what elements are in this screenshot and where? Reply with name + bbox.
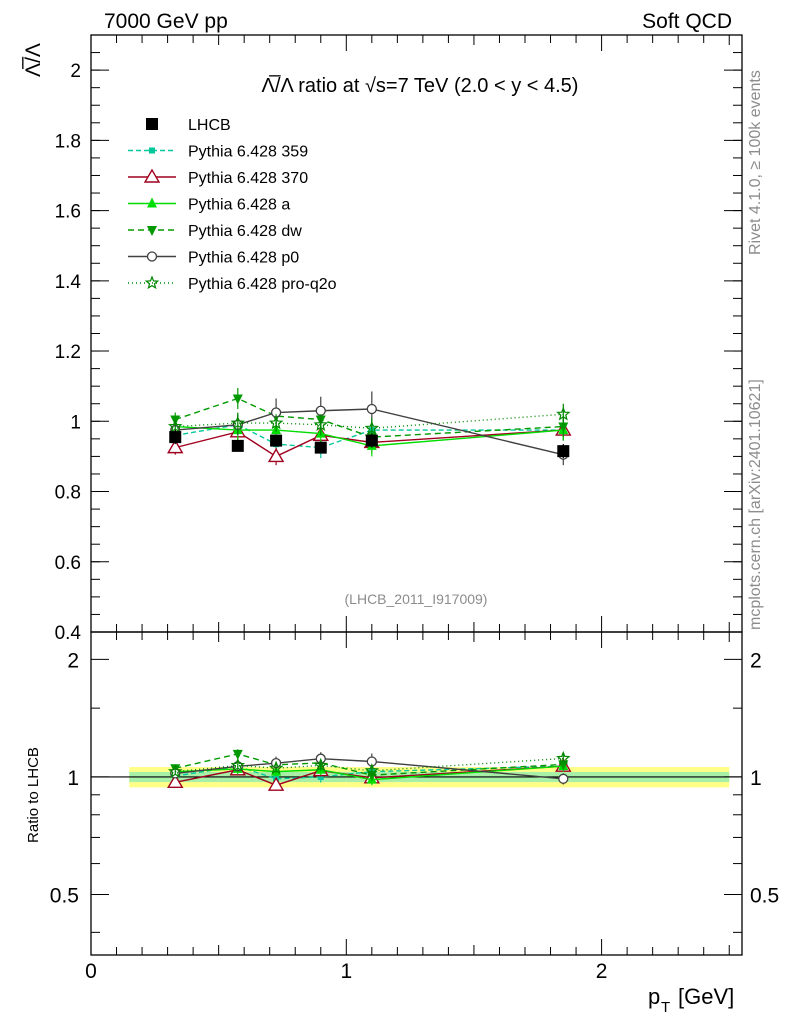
legend-label-pythia-6-428-p0: Pythia 6.428 p0 (188, 250, 299, 267)
legend-marker-pythia-6-428-pro-q2o (144, 275, 160, 290)
point-pythia-6-428-dw (232, 394, 243, 405)
ratio-y-tick-label-right: 2 (750, 649, 762, 672)
ratio-y-tick-label: 2 (67, 649, 79, 672)
point-pythia-6-428-pro-q2o (268, 415, 284, 430)
point-lhcb (270, 434, 283, 447)
legend-marker-pythia-6-428-dw (147, 226, 157, 236)
ratio-point-pythia-6-428-pro-q2o (364, 763, 380, 777)
main-series-group (167, 387, 572, 466)
ratio-line-pythia-6-428-370 (175, 765, 564, 786)
ratio-frame (90, 631, 743, 956)
point-pythia-6-428-pro-q2o (230, 415, 246, 430)
point-lhcb (314, 441, 327, 454)
ratio-point-pythia-6-428-pro-q2o (556, 750, 571, 765)
x-tick-label: 0 (85, 960, 97, 983)
point-lhcb (169, 431, 182, 444)
legend-label-lhcb: LHCB (188, 117, 231, 134)
x-axis-label-unit: [GeV] (678, 984, 734, 1009)
legend-label-pythia-6-428-a: Pythia 6.428 a (188, 197, 290, 214)
series-line-pythia-6-428-pro-q2o (175, 413, 564, 430)
point-pythia-6-428-370 (267, 448, 285, 463)
ratio-y-tick-label-right: 1 (750, 767, 762, 790)
y-axis-label: Λ̅/Λ (22, 43, 45, 77)
point-lhcb (365, 434, 378, 447)
ratio-point-pythia-6-428-pro-q2o (268, 760, 284, 775)
y-tick-label: 1 (70, 412, 81, 433)
ratio-series-group (167, 749, 572, 791)
point-pythia-6-428-370 (167, 439, 184, 454)
x-tick-label: 1 (340, 960, 352, 983)
series-line-pythia-6-428-370 (175, 429, 564, 458)
analysis-id: (LHCB_2011_I917009) (345, 591, 488, 607)
legend-label-pythia-6-428-dw: Pythia 6.428 dw (188, 223, 302, 240)
mcplots-label: mcplots.cern.ch [arXiv:2401.10621] (747, 379, 764, 630)
legend-marker-pythia-6-428-359 (149, 147, 155, 154)
point-pythia-6-428-p0 (315, 405, 326, 416)
point-pythia-6-428-pro-q2o (313, 417, 329, 431)
ratio-y-tick-label: 0.5 (50, 885, 79, 908)
x-axis-title: p T [GeV] (648, 984, 734, 1016)
point-pythia-6-428-p0 (366, 403, 377, 415)
point-pythia-6-428-pro-q2o (167, 418, 183, 433)
ratio-point-pythia-6-428-pro-q2o (167, 764, 183, 778)
header-left-label: 7000 GeV pp (104, 10, 228, 33)
y-tick-label: 0.8 (55, 483, 81, 504)
ratio-line-pythia-6-428-pro-q2o (175, 757, 564, 773)
ratio-y-tick-label: 1 (67, 767, 79, 790)
legend-label-pythia-6-428-pro-q2o: Pythia 6.428 pro-q2o (188, 276, 337, 293)
point-lhcb (557, 445, 570, 458)
ratio-point-pythia-6-428-359 (317, 773, 324, 780)
ratio-line-pythia-6-428-a (175, 765, 564, 781)
legend-marker-lhcb (146, 118, 158, 130)
point-lhcb (231, 439, 244, 452)
ratio-panel: Ratio to LHCB 0.5 0.5 1 1 2 2 0 1 2 (25, 631, 779, 983)
x-axis-label-sub: T (661, 999, 670, 1016)
legend-marker-pythia-6-428-p0 (146, 251, 158, 262)
legend-marker-pythia-6-428-a (147, 197, 157, 208)
ratio-point-pythia-6-428-p0 (558, 773, 569, 784)
ratio-point-pythia-6-428-pro-q2o (230, 757, 246, 772)
ratio-point-pythia-6-428-dw (232, 749, 243, 760)
legend: LHCB Pythia 6.428 359 Pythia 6.428 370 Pyth… (128, 117, 337, 293)
ratio-line-pythia-6-428-p0 (175, 757, 564, 780)
legend-label-pythia-6-428-370: Pythia 6.428 370 (188, 170, 308, 187)
point-pythia-6-428-pro-q2o (364, 420, 380, 435)
header-right-label: Soft QCD (642, 10, 732, 33)
rivet-label: Rivet 4.1.0, ≥ 100k events (747, 70, 764, 255)
ratio-axis-ticks: 0.5 0.5 1 1 2 2 0 1 2 (50, 632, 779, 983)
series-line-pythia-6-428-a (175, 425, 564, 447)
y-tick-label: 1.2 (55, 342, 81, 363)
ratio-point-pythia-6-428-370 (267, 776, 285, 791)
y-tick-label: 0.4 (55, 623, 82, 644)
point-pythia-6-428-pro-q2o (556, 406, 571, 421)
legend-label-pythia-6-428-359: Pythia 6.428 359 (188, 144, 308, 161)
point-pythia-6-428-dw (558, 422, 569, 433)
x-axis-label-p: p (648, 984, 660, 1009)
y-tick-label: 1.8 (55, 131, 81, 152)
main-axis-ticks: 0.4 0.6 0.8 1 1.2 1.4 1.6 1.8 2 (55, 34, 742, 644)
ratio-y-tick-label-right: 0.5 (750, 885, 779, 908)
legend-marker-pythia-6-428-370 (143, 168, 161, 183)
ratio-line-pythia-6-428-dw (175, 753, 564, 776)
x-tick-label: 2 (596, 960, 608, 983)
y-tick-label: 1.6 (55, 202, 81, 223)
y-tick-label: 2 (70, 61, 81, 82)
plot-title: Λ̅/Λ ratio at √s=7 TeV (2.0 < y < 4.5) (262, 74, 579, 97)
ratio-y-axis-label: Ratio to LHCB (25, 747, 42, 843)
y-tick-label: 0.6 (55, 553, 81, 574)
main-panel: Λ̅/Λ ratio at √s=7 TeV (2.0 < y < 4.5) (… (22, 34, 743, 644)
ratio-point-pythia-6-428-370 (167, 773, 184, 789)
series-line-pythia-6-428-p0 (175, 408, 564, 456)
y-tick-label: 1.4 (55, 272, 82, 293)
series-line-pythia-6-428-dw (175, 397, 564, 438)
ratio-point-pythia-6-428-pro-q2o (313, 757, 329, 772)
